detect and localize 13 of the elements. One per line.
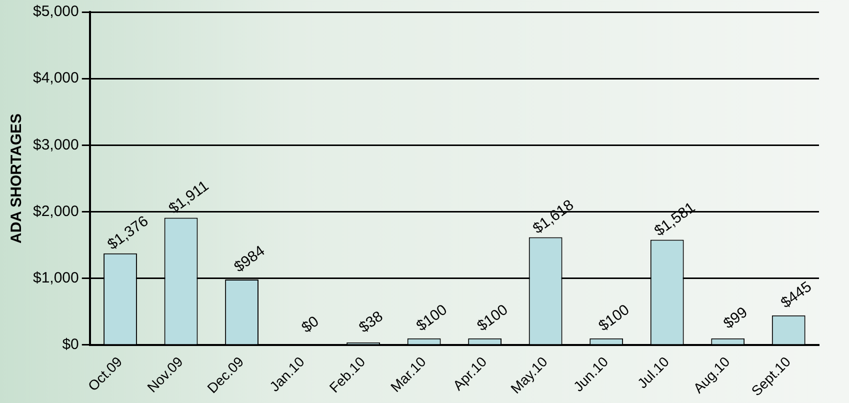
data-label: $38	[356, 308, 386, 336]
y-tick-label: $5,000	[32, 3, 79, 20]
data-label: $100	[596, 301, 633, 335]
data-label: $99	[720, 304, 751, 332]
data-label: $100	[413, 301, 450, 335]
y-tick-label: $2,000	[32, 202, 79, 220]
data-label: $0	[298, 312, 322, 336]
y-axis-title: ADA SHORTAGES	[8, 113, 26, 244]
y-tick-label: $3,000	[32, 136, 79, 154]
y-tick-label: $1,000	[32, 270, 79, 287]
y-tick-label: $4,000	[32, 70, 79, 87]
y-tick-label: $0	[62, 336, 79, 354]
data-label: $100	[474, 301, 512, 335]
